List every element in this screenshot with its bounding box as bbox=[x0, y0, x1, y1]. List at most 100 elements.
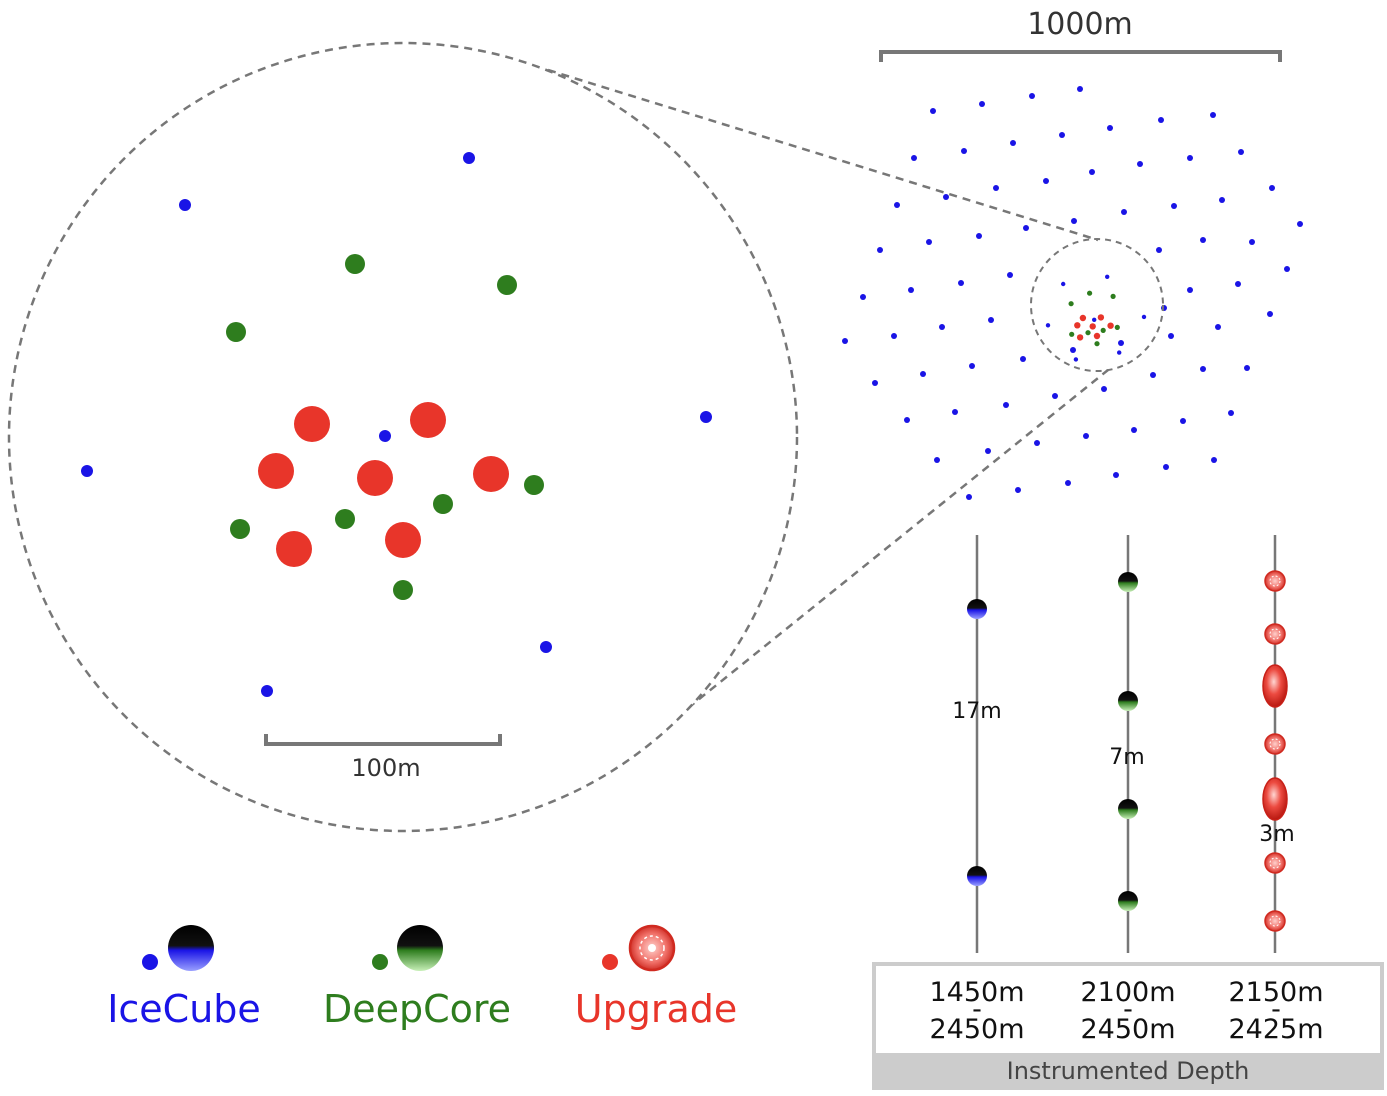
icecube-string-marker bbox=[179, 199, 191, 211]
array-string-marker bbox=[934, 457, 940, 463]
deepcore-string-marker bbox=[497, 275, 517, 295]
cluster-string-marker bbox=[1107, 322, 1114, 329]
top-scale-label: 1000m bbox=[1027, 7, 1133, 42]
legend-upgrade: Upgrade bbox=[575, 924, 737, 1031]
array-string-marker bbox=[877, 247, 883, 253]
array-string-marker bbox=[1071, 218, 1077, 224]
cluster-string-marker bbox=[1045, 323, 1051, 328]
cluster-string-marker bbox=[1093, 332, 1101, 340]
array-string-marker bbox=[1121, 209, 1127, 215]
zoom-circle bbox=[7, 41, 799, 833]
legend-upgrade-dot bbox=[602, 954, 618, 970]
array-string-marker bbox=[1101, 386, 1107, 392]
spacing-label-deepcore: 7m bbox=[1109, 745, 1144, 770]
array-string-marker bbox=[1034, 440, 1040, 446]
array-string-marker bbox=[1187, 155, 1193, 161]
icecube-dom-icon bbox=[967, 599, 987, 619]
array-string-marker bbox=[860, 294, 866, 300]
array-string-marker bbox=[872, 380, 878, 386]
array-string-marker bbox=[1070, 347, 1076, 353]
array-string-marker bbox=[1118, 340, 1124, 346]
depth-dash-icecube: - bbox=[972, 994, 982, 1025]
zoom-region-detectors bbox=[1045, 274, 1147, 362]
icecube-string-marker bbox=[261, 685, 273, 697]
full-array bbox=[842, 86, 1303, 500]
array-string-marker bbox=[1137, 161, 1143, 167]
upgrade-string-marker bbox=[473, 456, 509, 492]
array-string-marker bbox=[966, 494, 972, 500]
cluster-string-marker bbox=[1061, 281, 1066, 287]
upgrade-string-marker bbox=[410, 402, 446, 438]
spacing-label-icecube: 17m bbox=[952, 699, 1001, 724]
array-string-marker bbox=[1200, 366, 1206, 372]
legend-icecube-dom-icon bbox=[168, 925, 214, 971]
string-red: 3m bbox=[1259, 535, 1295, 953]
upgrade-string-marker bbox=[276, 531, 312, 567]
legend-icecube-label: IceCube bbox=[107, 987, 261, 1031]
array-string-marker bbox=[969, 363, 975, 369]
array-string-marker bbox=[1089, 169, 1095, 175]
upgrade-string-marker bbox=[258, 453, 294, 489]
array-string-marker bbox=[939, 324, 945, 330]
cluster-string-marker bbox=[1087, 290, 1093, 296]
array-string-marker bbox=[1269, 185, 1275, 191]
array-string-marker bbox=[891, 333, 897, 339]
array-string-marker bbox=[958, 280, 964, 286]
deepcore-string-marker bbox=[335, 509, 355, 529]
depth-bottom-icecube: 2450m bbox=[929, 1014, 1024, 1045]
legend-deepcore-label: DeepCore bbox=[323, 987, 511, 1031]
array-string-marker bbox=[976, 233, 982, 239]
legend-deepcore-dom-icon bbox=[397, 925, 443, 971]
array-string-marker bbox=[1107, 125, 1113, 131]
array-string-marker bbox=[1077, 86, 1083, 92]
array-string-marker bbox=[1059, 132, 1065, 138]
array-string-marker bbox=[1187, 287, 1193, 293]
icecube-dom-icon bbox=[967, 866, 987, 886]
array-string-marker bbox=[1211, 457, 1217, 463]
array-string-marker bbox=[993, 185, 999, 191]
cluster-string-marker bbox=[1141, 314, 1147, 320]
depth-top-deepcore: 2100m bbox=[1080, 977, 1175, 1008]
legend-icecube-dot bbox=[142, 954, 158, 970]
array-string-marker bbox=[1065, 480, 1071, 486]
deepcore-string-marker bbox=[433, 494, 453, 514]
array-string-marker bbox=[1020, 356, 1026, 362]
upgrade-mdom-icon bbox=[1264, 623, 1286, 645]
array-string-marker bbox=[842, 338, 848, 344]
array-string-marker bbox=[1284, 266, 1290, 272]
upgrade-mdom-icon bbox=[1264, 910, 1286, 932]
array-string-marker bbox=[1249, 239, 1255, 245]
zoom-connector-bottom bbox=[687, 369, 1109, 709]
array-string-marker bbox=[961, 148, 967, 154]
deepcore-string-marker bbox=[345, 254, 365, 274]
cluster-string-marker bbox=[1110, 293, 1116, 299]
deepcore-string-marker bbox=[230, 519, 250, 539]
cluster-string-marker bbox=[1097, 314, 1105, 321]
array-string-marker bbox=[1171, 203, 1177, 209]
legend-deepcore-dot bbox=[372, 954, 388, 970]
cluster-string-marker bbox=[1092, 317, 1097, 322]
zoom-region-circle bbox=[1030, 238, 1164, 372]
array-string-marker bbox=[1156, 247, 1162, 253]
zoom-connector-top bbox=[547, 68, 1099, 242]
array-string-marker bbox=[1150, 372, 1156, 378]
array-string-marker bbox=[1180, 418, 1186, 424]
array-string-marker bbox=[1219, 197, 1225, 203]
array-string-marker bbox=[1052, 393, 1058, 399]
array-string-marker bbox=[930, 108, 936, 114]
array-string-marker bbox=[908, 287, 914, 293]
array-string-marker bbox=[926, 239, 932, 245]
array-string-marker bbox=[1023, 225, 1029, 231]
array-string-marker bbox=[979, 101, 985, 107]
depth-top-upgrade: 2150m bbox=[1228, 977, 1323, 1008]
array-string-marker bbox=[1238, 149, 1244, 155]
top-scale-bar: 1000m bbox=[879, 7, 1282, 62]
array-string-marker bbox=[1215, 324, 1221, 330]
depth-top-icecube: 1450m bbox=[929, 977, 1024, 1008]
array-string-marker bbox=[911, 155, 917, 161]
cluster-string-marker bbox=[1089, 323, 1096, 330]
string-blue: 17m bbox=[952, 535, 1002, 953]
depth-caption: Instrumented Depth bbox=[1007, 1057, 1250, 1085]
cluster-string-marker bbox=[1068, 301, 1074, 307]
